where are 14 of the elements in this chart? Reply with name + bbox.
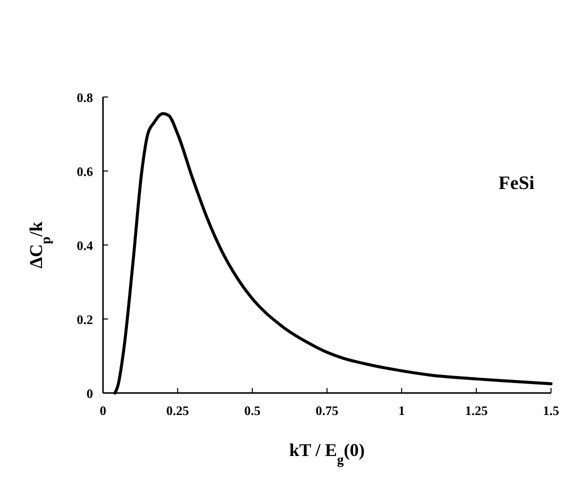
y-tick-label: 0	[86, 386, 93, 401]
x-tick-label: 1	[398, 403, 405, 418]
y-tick-label: 0.4	[76, 238, 94, 253]
x-tick-label: 0.75	[316, 403, 339, 418]
x-tick-label: 0.5	[244, 403, 261, 418]
x-axis-title: kT / E$_{g}$(0)	[289, 440, 365, 466]
y-tick-label: 0.8	[76, 90, 94, 105]
x-tick-label: 0	[100, 403, 106, 418]
y-tick-label: 0.6	[76, 164, 94, 179]
x-tick-label: 0.25	[166, 403, 190, 418]
x-tick-label: 1.5	[542, 403, 560, 418]
x-tick-label: 1.25	[464, 403, 488, 418]
y-tick-label: 0.2	[76, 312, 93, 327]
annotation: FeSi	[498, 172, 534, 194]
